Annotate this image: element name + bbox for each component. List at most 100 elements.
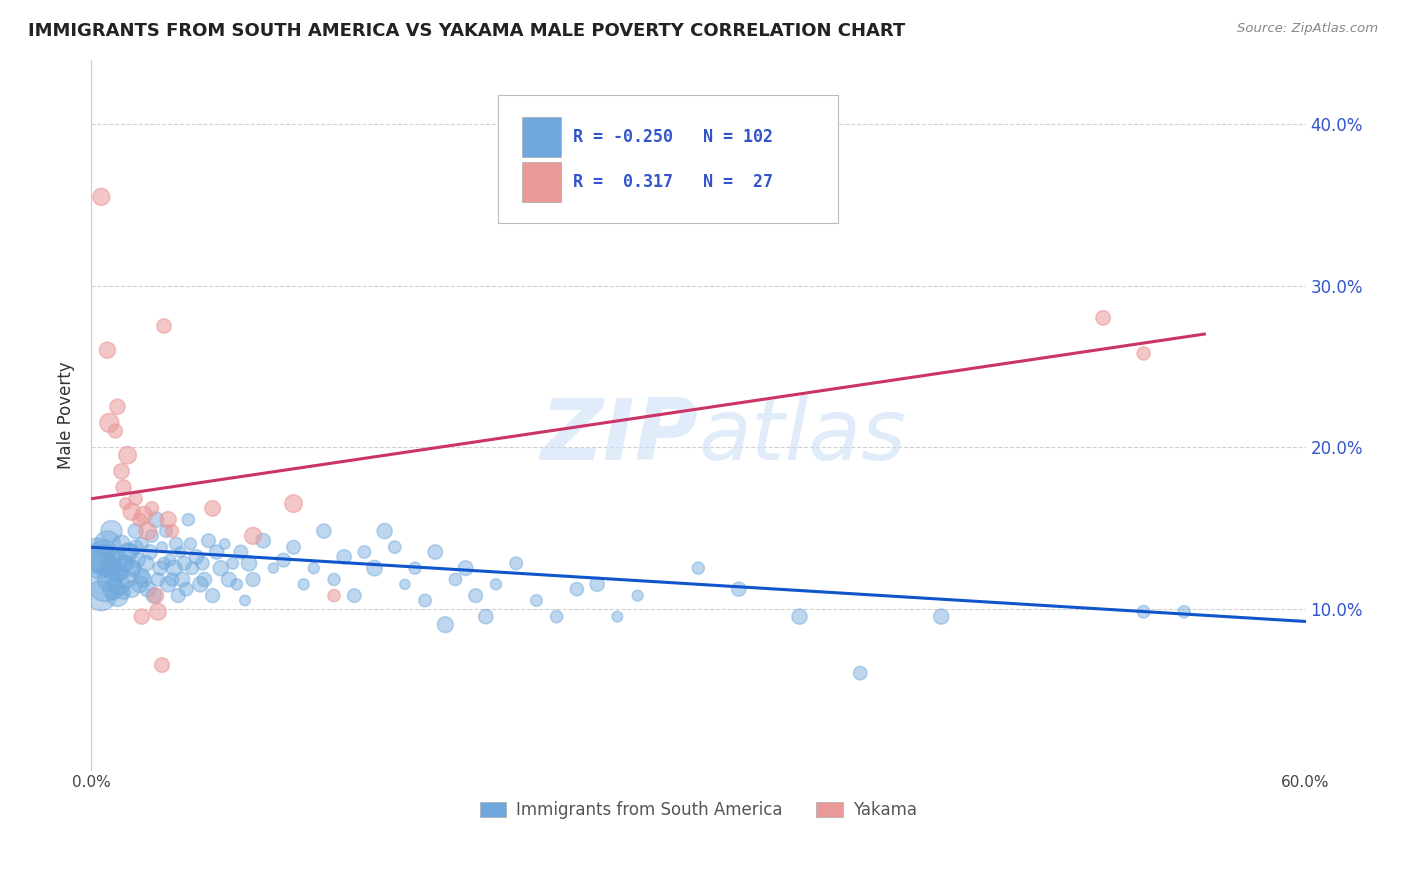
Point	[153, 557, 176, 571]
Point	[444, 573, 467, 587]
Point	[117, 545, 139, 559]
Point	[323, 589, 346, 603]
Point	[165, 537, 187, 551]
Point	[157, 577, 180, 591]
Point	[98, 416, 121, 430]
FancyBboxPatch shape	[522, 117, 561, 157]
Point	[127, 553, 149, 567]
Point	[150, 540, 173, 554]
Point	[86, 548, 108, 562]
Text: atlas: atlas	[699, 394, 907, 477]
Point	[117, 448, 139, 462]
Point	[454, 561, 477, 575]
Text: IMMIGRANTS FROM SOUTH AMERICA VS YAKAMA MALE POVERTY CORRELATION CHART: IMMIGRANTS FROM SOUTH AMERICA VS YAKAMA …	[28, 22, 905, 40]
Point	[273, 553, 295, 567]
Point	[181, 561, 204, 575]
Point	[197, 533, 219, 548]
Point	[96, 343, 118, 358]
Point	[114, 497, 136, 511]
Point	[139, 545, 162, 559]
Point	[233, 593, 256, 607]
Point	[110, 464, 132, 478]
Point	[100, 561, 122, 575]
Point	[131, 569, 153, 583]
Point	[110, 566, 132, 580]
Point	[404, 561, 426, 575]
Point	[485, 577, 508, 591]
Point	[89, 557, 111, 571]
Point	[169, 545, 191, 559]
Point	[505, 557, 527, 571]
Point	[425, 545, 447, 559]
Point	[98, 573, 121, 587]
Point	[145, 589, 167, 603]
Point	[172, 573, 194, 587]
Point	[1092, 310, 1115, 325]
Point	[136, 582, 159, 597]
Point	[131, 537, 153, 551]
Point	[117, 573, 139, 587]
Point	[112, 585, 135, 599]
Point	[209, 561, 232, 575]
Point	[135, 557, 157, 571]
Point	[160, 524, 183, 538]
Point	[343, 589, 366, 603]
Point	[124, 524, 148, 538]
Point	[252, 533, 274, 548]
Point	[190, 577, 212, 591]
Point	[124, 540, 148, 554]
Point	[132, 508, 155, 522]
Legend: Immigrants from South America, Yakama: Immigrants from South America, Yakama	[472, 794, 924, 826]
Point	[160, 573, 183, 587]
Point	[146, 605, 169, 619]
Point	[108, 577, 131, 591]
Point	[167, 589, 190, 603]
Y-axis label: Male Poverty: Male Poverty	[58, 361, 75, 468]
Point	[218, 573, 240, 587]
FancyBboxPatch shape	[522, 161, 561, 202]
Point	[94, 553, 117, 567]
Point	[157, 513, 180, 527]
Point	[413, 593, 436, 607]
Point	[1132, 346, 1154, 360]
Point	[121, 582, 143, 597]
Point	[292, 577, 315, 591]
Point	[214, 537, 236, 551]
Point	[173, 557, 195, 571]
Point	[132, 573, 155, 587]
Point	[229, 545, 252, 559]
FancyBboxPatch shape	[498, 95, 838, 223]
Point	[193, 573, 215, 587]
Point	[100, 524, 122, 538]
Point	[242, 573, 264, 587]
Point	[142, 589, 165, 603]
Point	[146, 573, 169, 587]
Point	[177, 513, 200, 527]
Point	[201, 501, 224, 516]
Point	[141, 529, 163, 543]
Point	[90, 190, 112, 204]
Point	[118, 545, 141, 559]
Point	[136, 524, 159, 538]
Point	[96, 537, 118, 551]
Point	[242, 529, 264, 543]
Point	[104, 553, 127, 567]
Point	[464, 589, 486, 603]
Point	[565, 582, 588, 597]
Point	[353, 545, 375, 559]
Point	[688, 561, 710, 575]
Point	[929, 609, 952, 624]
Point	[727, 582, 749, 597]
Point	[1173, 605, 1195, 619]
Point	[323, 573, 346, 587]
Point	[526, 593, 548, 607]
Point	[363, 561, 385, 575]
Point	[626, 589, 648, 603]
Point	[283, 540, 305, 554]
Point	[103, 582, 125, 597]
Point	[149, 561, 172, 575]
Point	[91, 549, 114, 564]
Point	[546, 609, 568, 624]
Point	[225, 577, 247, 591]
Point	[153, 318, 176, 333]
